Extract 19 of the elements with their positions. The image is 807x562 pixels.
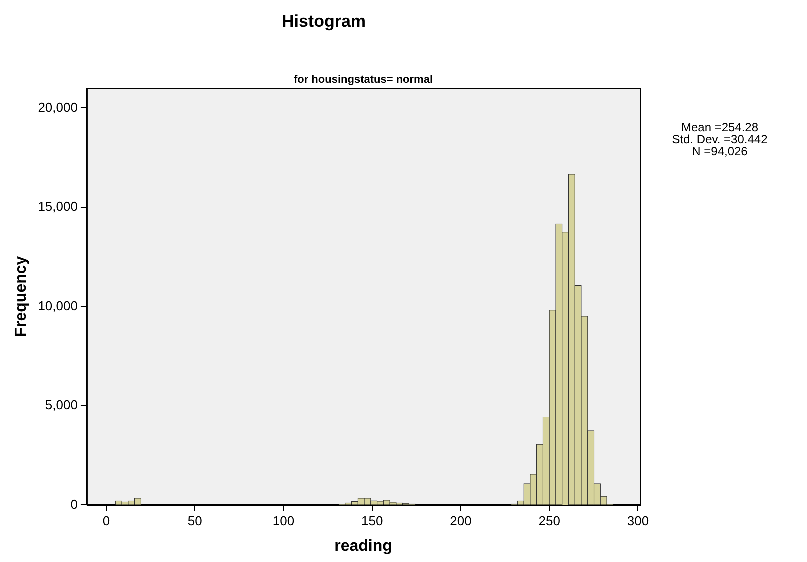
x-tick-label: 200 bbox=[450, 514, 472, 529]
x-tick-label: 100 bbox=[272, 514, 295, 529]
y-tick-label: 20,000 bbox=[38, 100, 78, 115]
x-tick-label: 250 bbox=[538, 514, 560, 529]
text: Std. Dev. =30.442 bbox=[672, 132, 768, 146]
chart-subtitle: for housingstatus= normal bbox=[294, 74, 434, 86]
y-tick-label: 10,000 bbox=[38, 298, 78, 314]
x-tick-label: 150 bbox=[361, 514, 384, 529]
x-tick-label: 50 bbox=[188, 514, 202, 529]
text: N =94,026 bbox=[692, 144, 748, 158]
x-tick-label: 300 bbox=[627, 514, 650, 529]
y-tick-label: 0 bbox=[70, 496, 78, 512]
x-tick-label: 0 bbox=[102, 514, 110, 529]
text: Mean =254.28 bbox=[681, 120, 759, 134]
y-tick-label: 5,000 bbox=[45, 398, 78, 413]
y-tick-label: 15,000 bbox=[38, 199, 78, 214]
x-axis-title: reading bbox=[334, 538, 392, 555]
y-axis-title: Frequency bbox=[13, 256, 30, 338]
chart-title: Histogram bbox=[282, 12, 366, 31]
